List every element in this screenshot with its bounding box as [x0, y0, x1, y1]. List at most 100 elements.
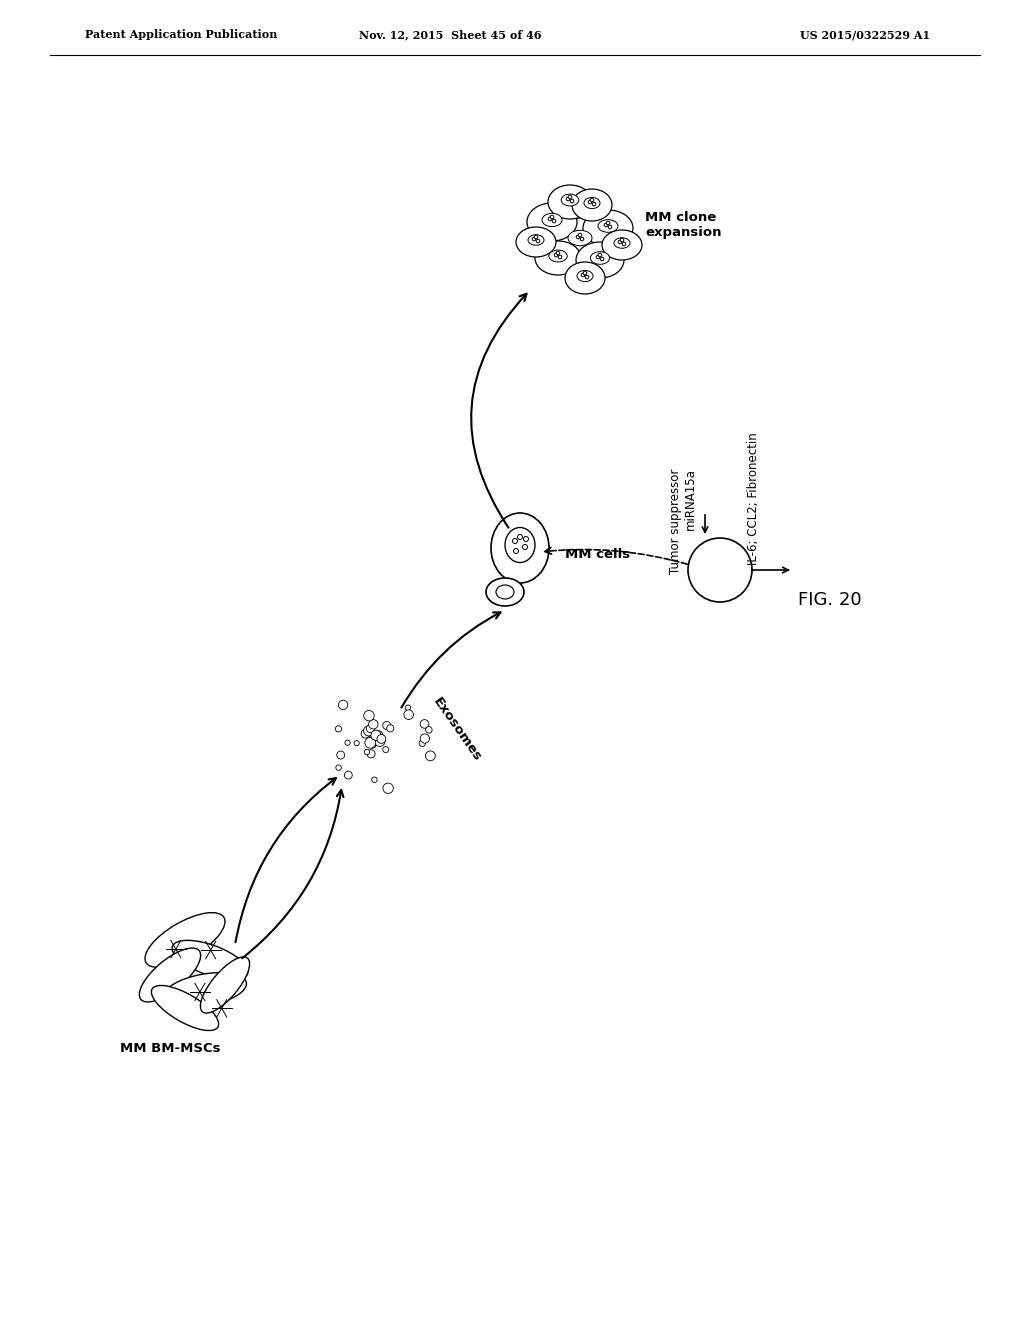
Circle shape	[517, 535, 522, 540]
Circle shape	[552, 219, 556, 223]
Text: MM cells: MM cells	[565, 549, 630, 561]
Ellipse shape	[577, 271, 593, 281]
Circle shape	[558, 255, 562, 259]
Circle shape	[604, 223, 608, 227]
Circle shape	[532, 238, 536, 240]
Circle shape	[371, 730, 381, 741]
Circle shape	[590, 198, 594, 202]
Circle shape	[550, 215, 554, 219]
Ellipse shape	[575, 242, 624, 279]
FancyArrowPatch shape	[471, 294, 526, 528]
Ellipse shape	[172, 940, 248, 979]
FancyArrowPatch shape	[236, 777, 336, 942]
Circle shape	[606, 222, 610, 224]
Text: MM clone
expansion: MM clone expansion	[645, 211, 722, 239]
Circle shape	[570, 199, 573, 203]
Text: Nov. 12, 2015  Sheet 45 of 46: Nov. 12, 2015 Sheet 45 of 46	[358, 29, 542, 41]
Circle shape	[598, 253, 602, 257]
Circle shape	[608, 226, 611, 228]
Ellipse shape	[565, 261, 605, 294]
Circle shape	[548, 218, 552, 220]
Circle shape	[345, 741, 350, 746]
Circle shape	[383, 783, 393, 793]
Circle shape	[403, 710, 414, 719]
Circle shape	[512, 539, 517, 544]
Circle shape	[554, 253, 558, 257]
Text: Patent Application Publication: Patent Application Publication	[85, 29, 278, 41]
Circle shape	[584, 271, 587, 275]
Circle shape	[370, 743, 376, 748]
Circle shape	[621, 238, 624, 242]
Ellipse shape	[583, 210, 633, 246]
Ellipse shape	[152, 986, 219, 1031]
Circle shape	[623, 242, 626, 246]
Circle shape	[513, 549, 518, 553]
Ellipse shape	[561, 194, 579, 206]
Circle shape	[370, 742, 376, 747]
Circle shape	[426, 726, 432, 733]
Circle shape	[335, 726, 342, 733]
Circle shape	[556, 251, 560, 255]
Ellipse shape	[516, 227, 556, 257]
Ellipse shape	[527, 203, 577, 242]
Circle shape	[522, 544, 527, 549]
Circle shape	[688, 539, 752, 602]
FancyArrowPatch shape	[401, 612, 501, 708]
Ellipse shape	[568, 230, 592, 246]
Ellipse shape	[201, 957, 250, 1012]
Ellipse shape	[542, 214, 562, 227]
Text: FIG. 20: FIG. 20	[798, 591, 862, 609]
Ellipse shape	[591, 252, 609, 264]
Circle shape	[374, 731, 383, 739]
Circle shape	[364, 710, 374, 721]
Ellipse shape	[139, 948, 201, 1002]
Text: US 2015/0322529 A1: US 2015/0322529 A1	[800, 29, 930, 41]
Circle shape	[387, 725, 394, 731]
Circle shape	[354, 741, 359, 746]
Ellipse shape	[496, 585, 514, 599]
Ellipse shape	[535, 242, 581, 275]
Ellipse shape	[549, 249, 567, 261]
Ellipse shape	[164, 973, 247, 1007]
Circle shape	[582, 273, 585, 277]
Circle shape	[419, 741, 425, 746]
Circle shape	[581, 238, 584, 240]
Circle shape	[344, 771, 352, 779]
Ellipse shape	[602, 230, 642, 260]
Text: Tumor suppressor
miRNA15a: Tumor suppressor miRNA15a	[669, 469, 697, 574]
Circle shape	[339, 700, 348, 710]
Circle shape	[375, 735, 385, 746]
Circle shape	[336, 764, 341, 771]
Text: IL-6; CCL2; Fibronectin: IL-6; CCL2; Fibronectin	[746, 432, 760, 565]
Circle shape	[585, 275, 589, 279]
Ellipse shape	[584, 198, 600, 209]
Circle shape	[592, 202, 596, 206]
Ellipse shape	[572, 189, 612, 220]
FancyArrowPatch shape	[545, 548, 687, 564]
Circle shape	[365, 738, 376, 748]
Ellipse shape	[548, 185, 592, 219]
Circle shape	[361, 730, 370, 738]
Circle shape	[618, 240, 622, 244]
Circle shape	[378, 734, 384, 742]
Circle shape	[425, 751, 435, 760]
Ellipse shape	[486, 578, 524, 606]
Circle shape	[372, 777, 377, 783]
Circle shape	[370, 734, 378, 742]
Text: MM BM-MSCs: MM BM-MSCs	[120, 1041, 220, 1055]
Circle shape	[406, 705, 411, 710]
Circle shape	[367, 750, 375, 758]
Circle shape	[383, 722, 391, 730]
Ellipse shape	[490, 513, 549, 583]
Circle shape	[579, 234, 582, 236]
Circle shape	[535, 235, 538, 239]
Circle shape	[568, 195, 571, 199]
Circle shape	[523, 536, 528, 541]
Ellipse shape	[550, 218, 610, 261]
Circle shape	[577, 235, 580, 239]
Circle shape	[600, 257, 604, 261]
Circle shape	[537, 239, 540, 243]
Circle shape	[369, 719, 378, 729]
Circle shape	[365, 750, 370, 755]
Circle shape	[566, 197, 569, 201]
